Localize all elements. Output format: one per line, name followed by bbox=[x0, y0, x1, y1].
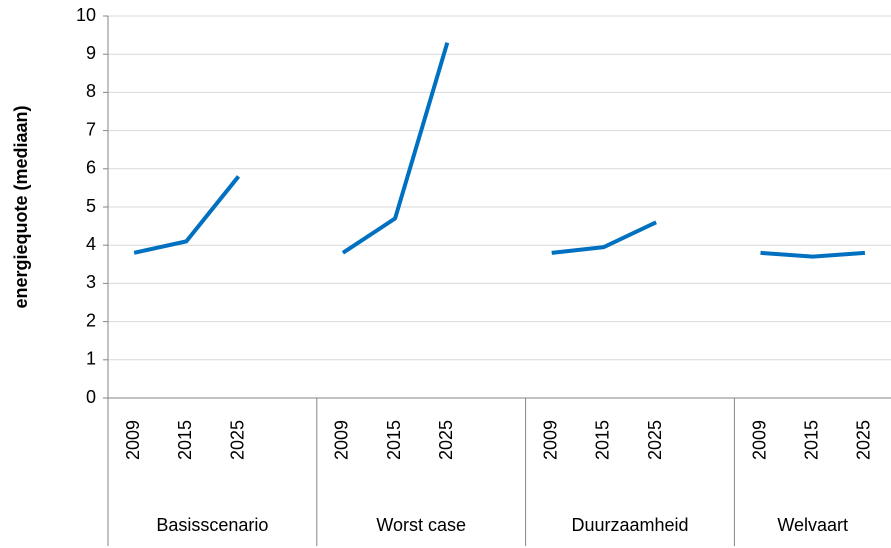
y-tick-label: 8 bbox=[86, 81, 96, 101]
x-tick-label: 2015 bbox=[801, 420, 821, 460]
x-tick-label: 2015 bbox=[175, 420, 195, 460]
y-tick-label: 1 bbox=[86, 349, 96, 369]
x-tick-label: 2009 bbox=[332, 420, 352, 460]
group-label: Worst case bbox=[376, 515, 466, 535]
group-label: Duurzaamheid bbox=[571, 515, 688, 535]
group-label: Welvaart bbox=[777, 515, 848, 535]
y-tick-label: 0 bbox=[86, 387, 96, 407]
line-series bbox=[133, 175, 241, 255]
line-series bbox=[760, 250, 866, 259]
y-tick-label: 2 bbox=[86, 310, 96, 330]
x-tick-label: 2009 bbox=[540, 420, 560, 460]
y-axis-label: energiequote (mediaan) bbox=[11, 105, 31, 308]
x-tick-label: 2009 bbox=[749, 420, 769, 460]
x-tick-label: 2025 bbox=[645, 420, 665, 460]
x-tick-label: 2025 bbox=[436, 420, 456, 460]
y-tick-label: 4 bbox=[86, 234, 96, 254]
y-tick-label: 5 bbox=[86, 196, 96, 216]
y-tick-label: 10 bbox=[76, 5, 96, 25]
y-tick-label: 6 bbox=[86, 158, 96, 178]
y-tick-label: 9 bbox=[86, 43, 96, 63]
x-tick-label: 2015 bbox=[384, 420, 404, 460]
x-tick-label: 2015 bbox=[593, 420, 613, 460]
x-tick-label: 2025 bbox=[854, 420, 874, 460]
x-tick-label: 2009 bbox=[123, 420, 143, 460]
line-series bbox=[551, 220, 657, 255]
y-tick-label: 7 bbox=[86, 119, 96, 139]
x-tick-label: 2025 bbox=[227, 420, 247, 460]
group-label: Basisscenario bbox=[156, 515, 268, 535]
y-tick-label: 3 bbox=[86, 272, 96, 292]
line-series bbox=[341, 42, 450, 255]
